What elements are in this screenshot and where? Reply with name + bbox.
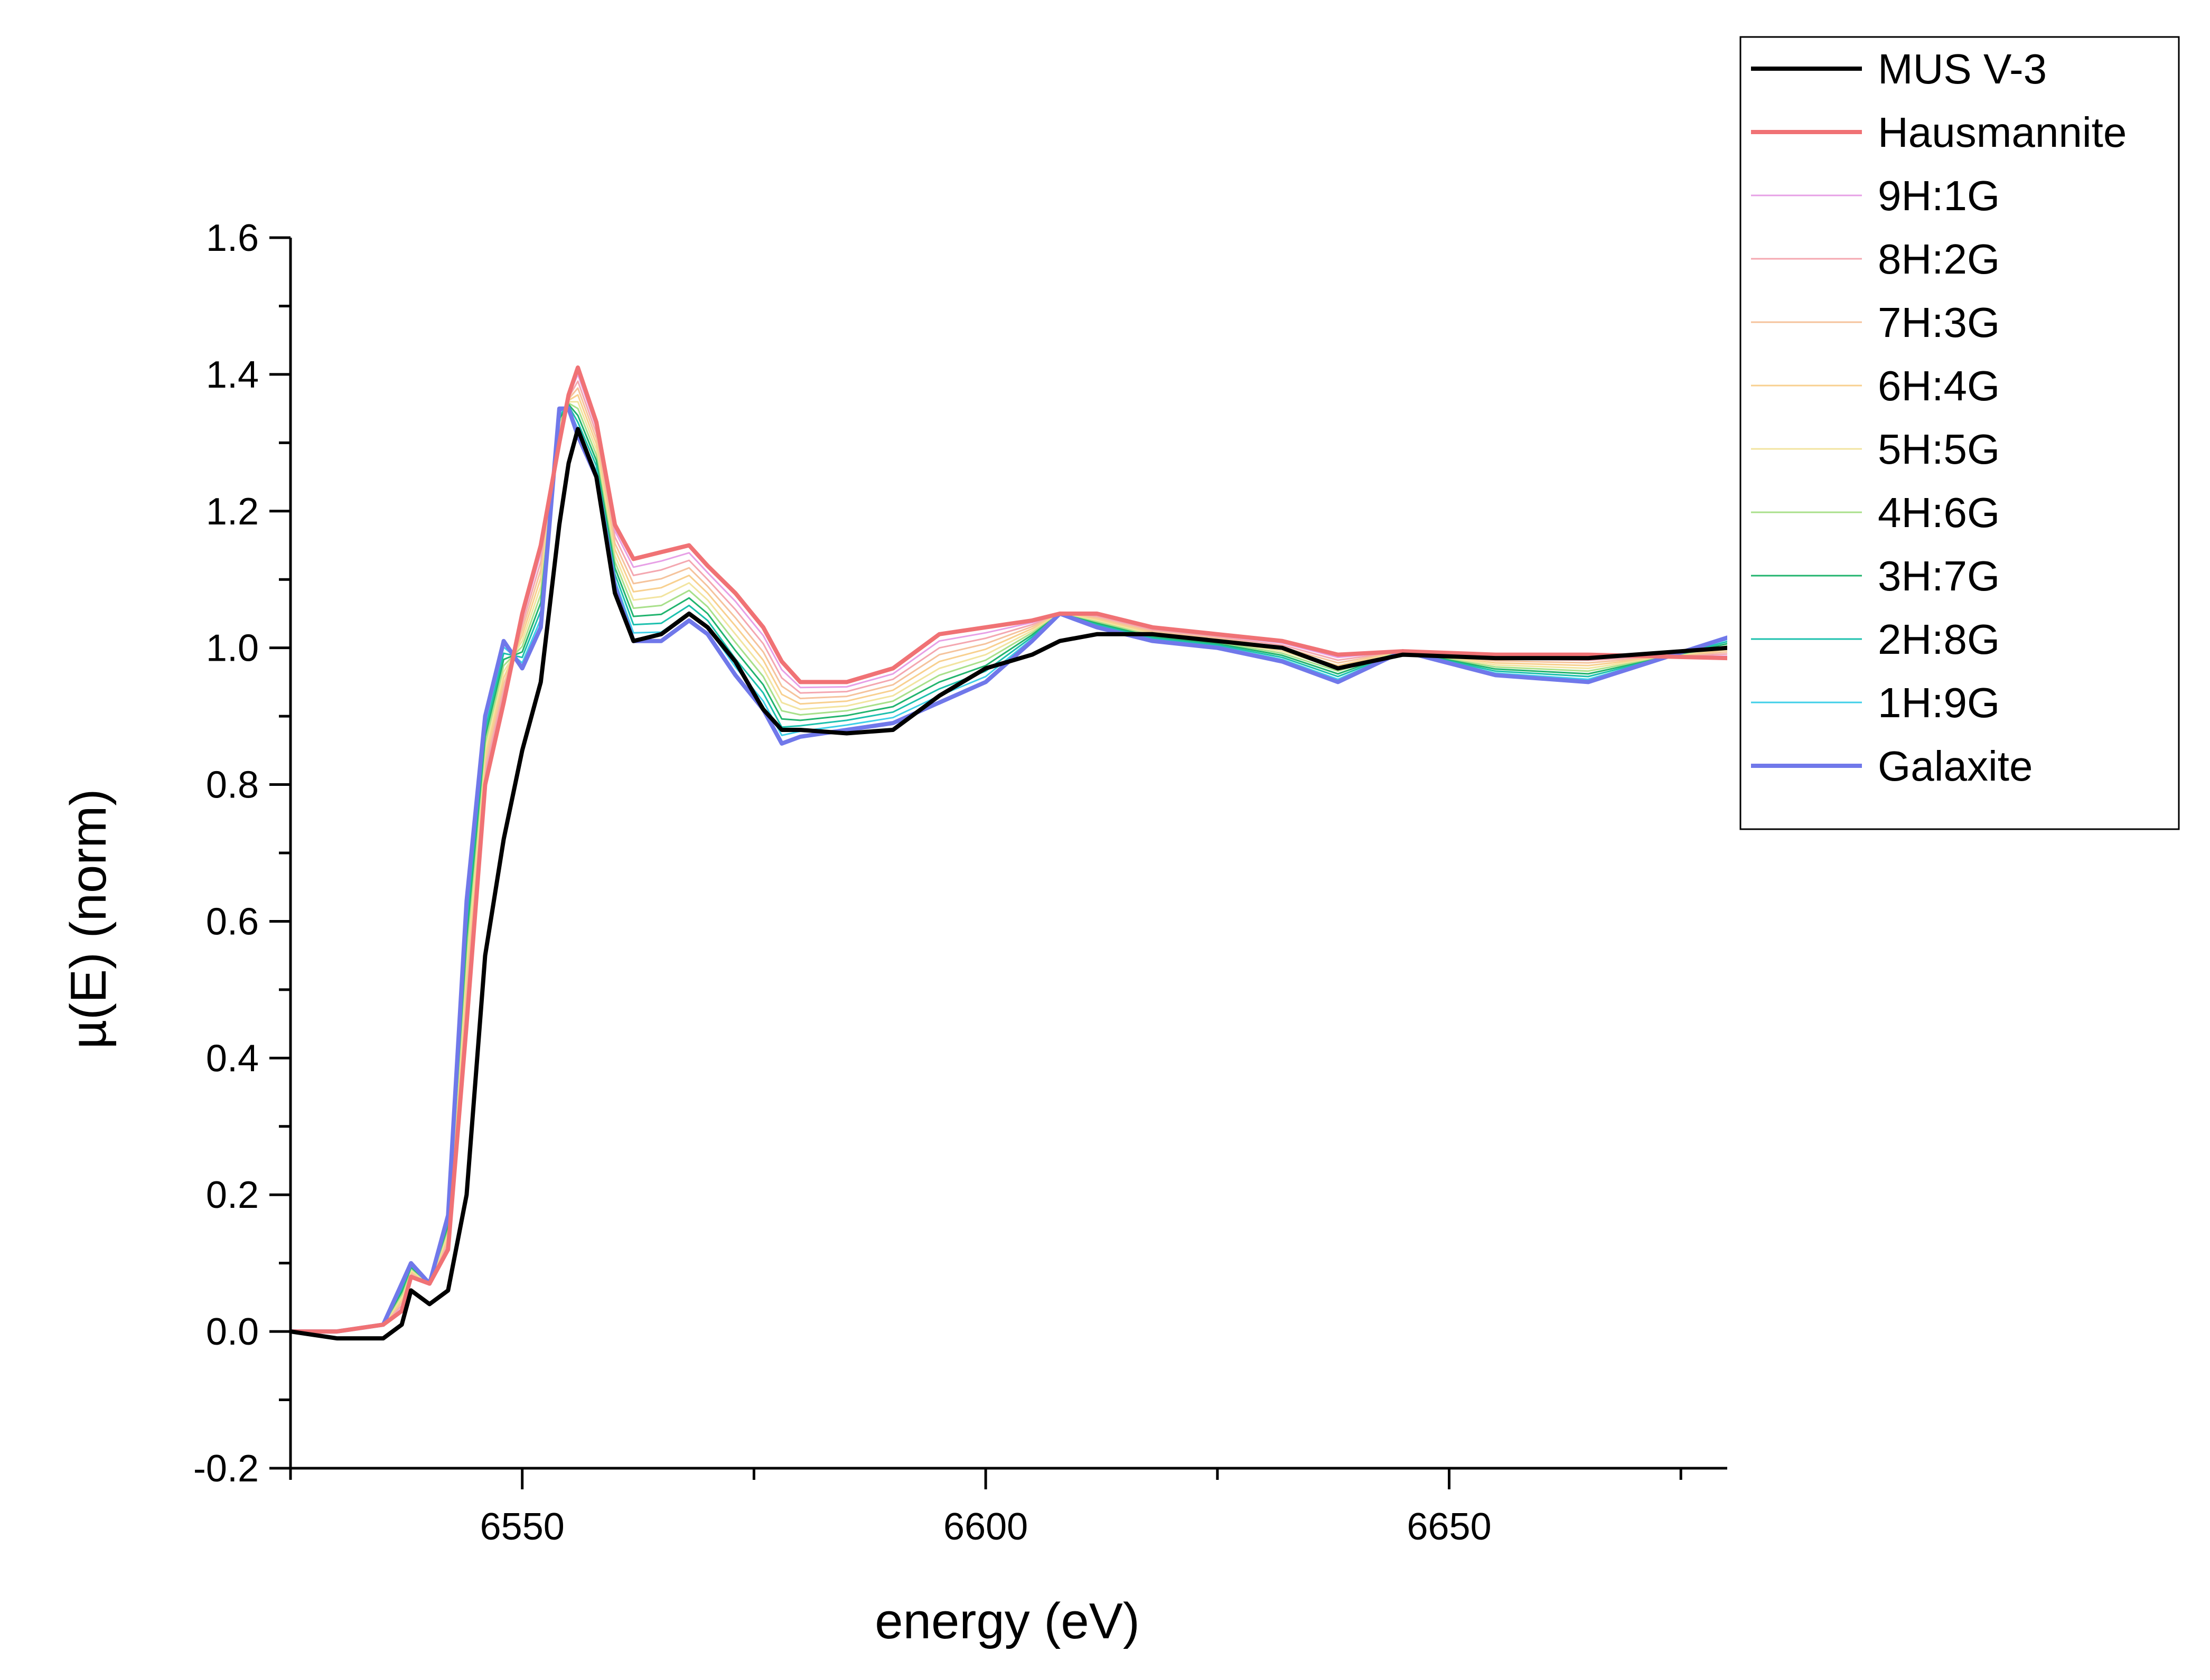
legend-label-2h-8g: 2H:8G [1878,616,2000,663]
y-tick-label: 0.0 [206,1311,259,1353]
series-line-galaxite [291,406,1727,1334]
legend-label-7h-3g: 7H:3G [1878,299,2000,346]
y-tick-label: 0.8 [206,764,259,806]
y-tick-label: 0.2 [206,1174,259,1216]
x-tick-label: 6600 [943,1506,1028,1548]
legend-label-1h-9g: 1H:9G [1878,679,2000,726]
legend-label-3h-7g: 3H:7G [1878,552,2000,599]
x-tick-label: 6550 [480,1506,565,1548]
x-axis-title: energy (eV) [875,1593,1140,1649]
axes: -0.2 0.0 0.2 0.4 0.6 0.8 1.0 1.2 1.4 1.6 6550 6600 6… [193,217,1727,1548]
y-tick-label: 0.6 [206,900,259,943]
legend-label-4h-6g: 4H:6G [1878,489,2000,536]
y-tick-label: -0.2 [193,1448,259,1490]
y-tick-label: 1.6 [206,217,259,259]
legend: MUS V-3 Hausmannite 9H:1G 8H:2G 7H:3G 6H:4G 5H… [1739,36,2180,830]
legend-label-mus-v-3: MUS V-3 [1878,45,2047,92]
legend-label-9h-1g: 9H:1G [1878,172,2000,219]
series-line-6h-4g [291,394,1727,1332]
y-axis-title: µ(E) (norm) [60,789,117,1049]
legend-label-hausmannite: Hausmannite [1878,109,2127,156]
series-line-3h-7g [291,403,1727,1332]
series-layer [291,365,1727,1341]
series-line-7h-3g [291,387,1727,1332]
legend-label-galaxite: Galaxite [1878,743,2033,790]
legend-label-5h-5g: 5H:5G [1878,426,2000,473]
series-line-8h-2g [291,380,1727,1332]
series-line-9h-1g [291,373,1727,1332]
series-line-mus-v-3 [291,427,1727,1341]
series-line-1h-9g [291,406,1727,1332]
y-tick-label: 1.2 [206,491,259,533]
y-tick-label: 1.4 [206,354,259,396]
y-tick-label: 1.0 [206,627,259,670]
legend-label-6h-4g: 6H:4G [1878,362,2000,409]
legend-label-8h-2g: 8H:2G [1878,236,2000,283]
series-line-2h-8g [291,405,1727,1332]
legend-box [1739,36,2180,830]
y-tick-label: 0.4 [206,1037,259,1080]
x-tick-label: 6650 [1407,1506,1491,1548]
series-line-5h-5g [291,401,1727,1332]
series-line-4h-6g [291,402,1727,1332]
series-line-hausmannite [291,365,1727,1334]
